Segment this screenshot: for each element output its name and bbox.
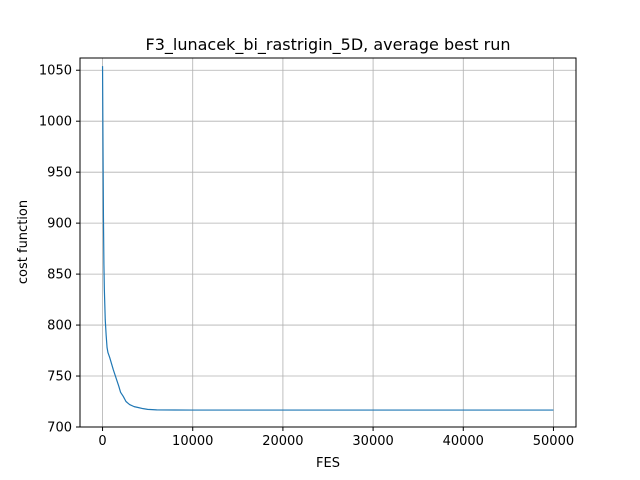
- ticks: 0 10000 20000 30000 40000 50000 700 750 800 850 90…: [39, 64, 574, 449]
- y-tick-label: 750: [47, 370, 72, 385]
- x-tick-label: 50000: [533, 434, 574, 449]
- y-tick-label: 950: [47, 166, 72, 181]
- y-tick-label: 700: [47, 421, 72, 436]
- y-tick-label: 800: [47, 319, 72, 334]
- y-tick-label: 850: [47, 268, 72, 283]
- x-tick-label: 10000: [172, 434, 213, 449]
- y-tick-label: 900: [47, 217, 72, 232]
- x-tick-label: 20000: [262, 434, 303, 449]
- chart-title: F3_lunacek_bi_rastrigin_5D, average best…: [146, 35, 511, 55]
- y-tick-label: 1000: [39, 115, 72, 130]
- plot-area: [101, 66, 554, 411]
- y-tick-label: 1050: [39, 64, 72, 79]
- x-tick-label: 30000: [352, 434, 393, 449]
- series-line: [101, 66, 554, 411]
- y-axis-label: cost function: [16, 200, 31, 284]
- x-tick-label: 40000: [443, 434, 484, 449]
- axes-frame: [79, 57, 577, 428]
- x-axis-label: FES: [316, 456, 340, 471]
- grid: [80, 58, 576, 428]
- x-tick-label: 0: [98, 434, 106, 449]
